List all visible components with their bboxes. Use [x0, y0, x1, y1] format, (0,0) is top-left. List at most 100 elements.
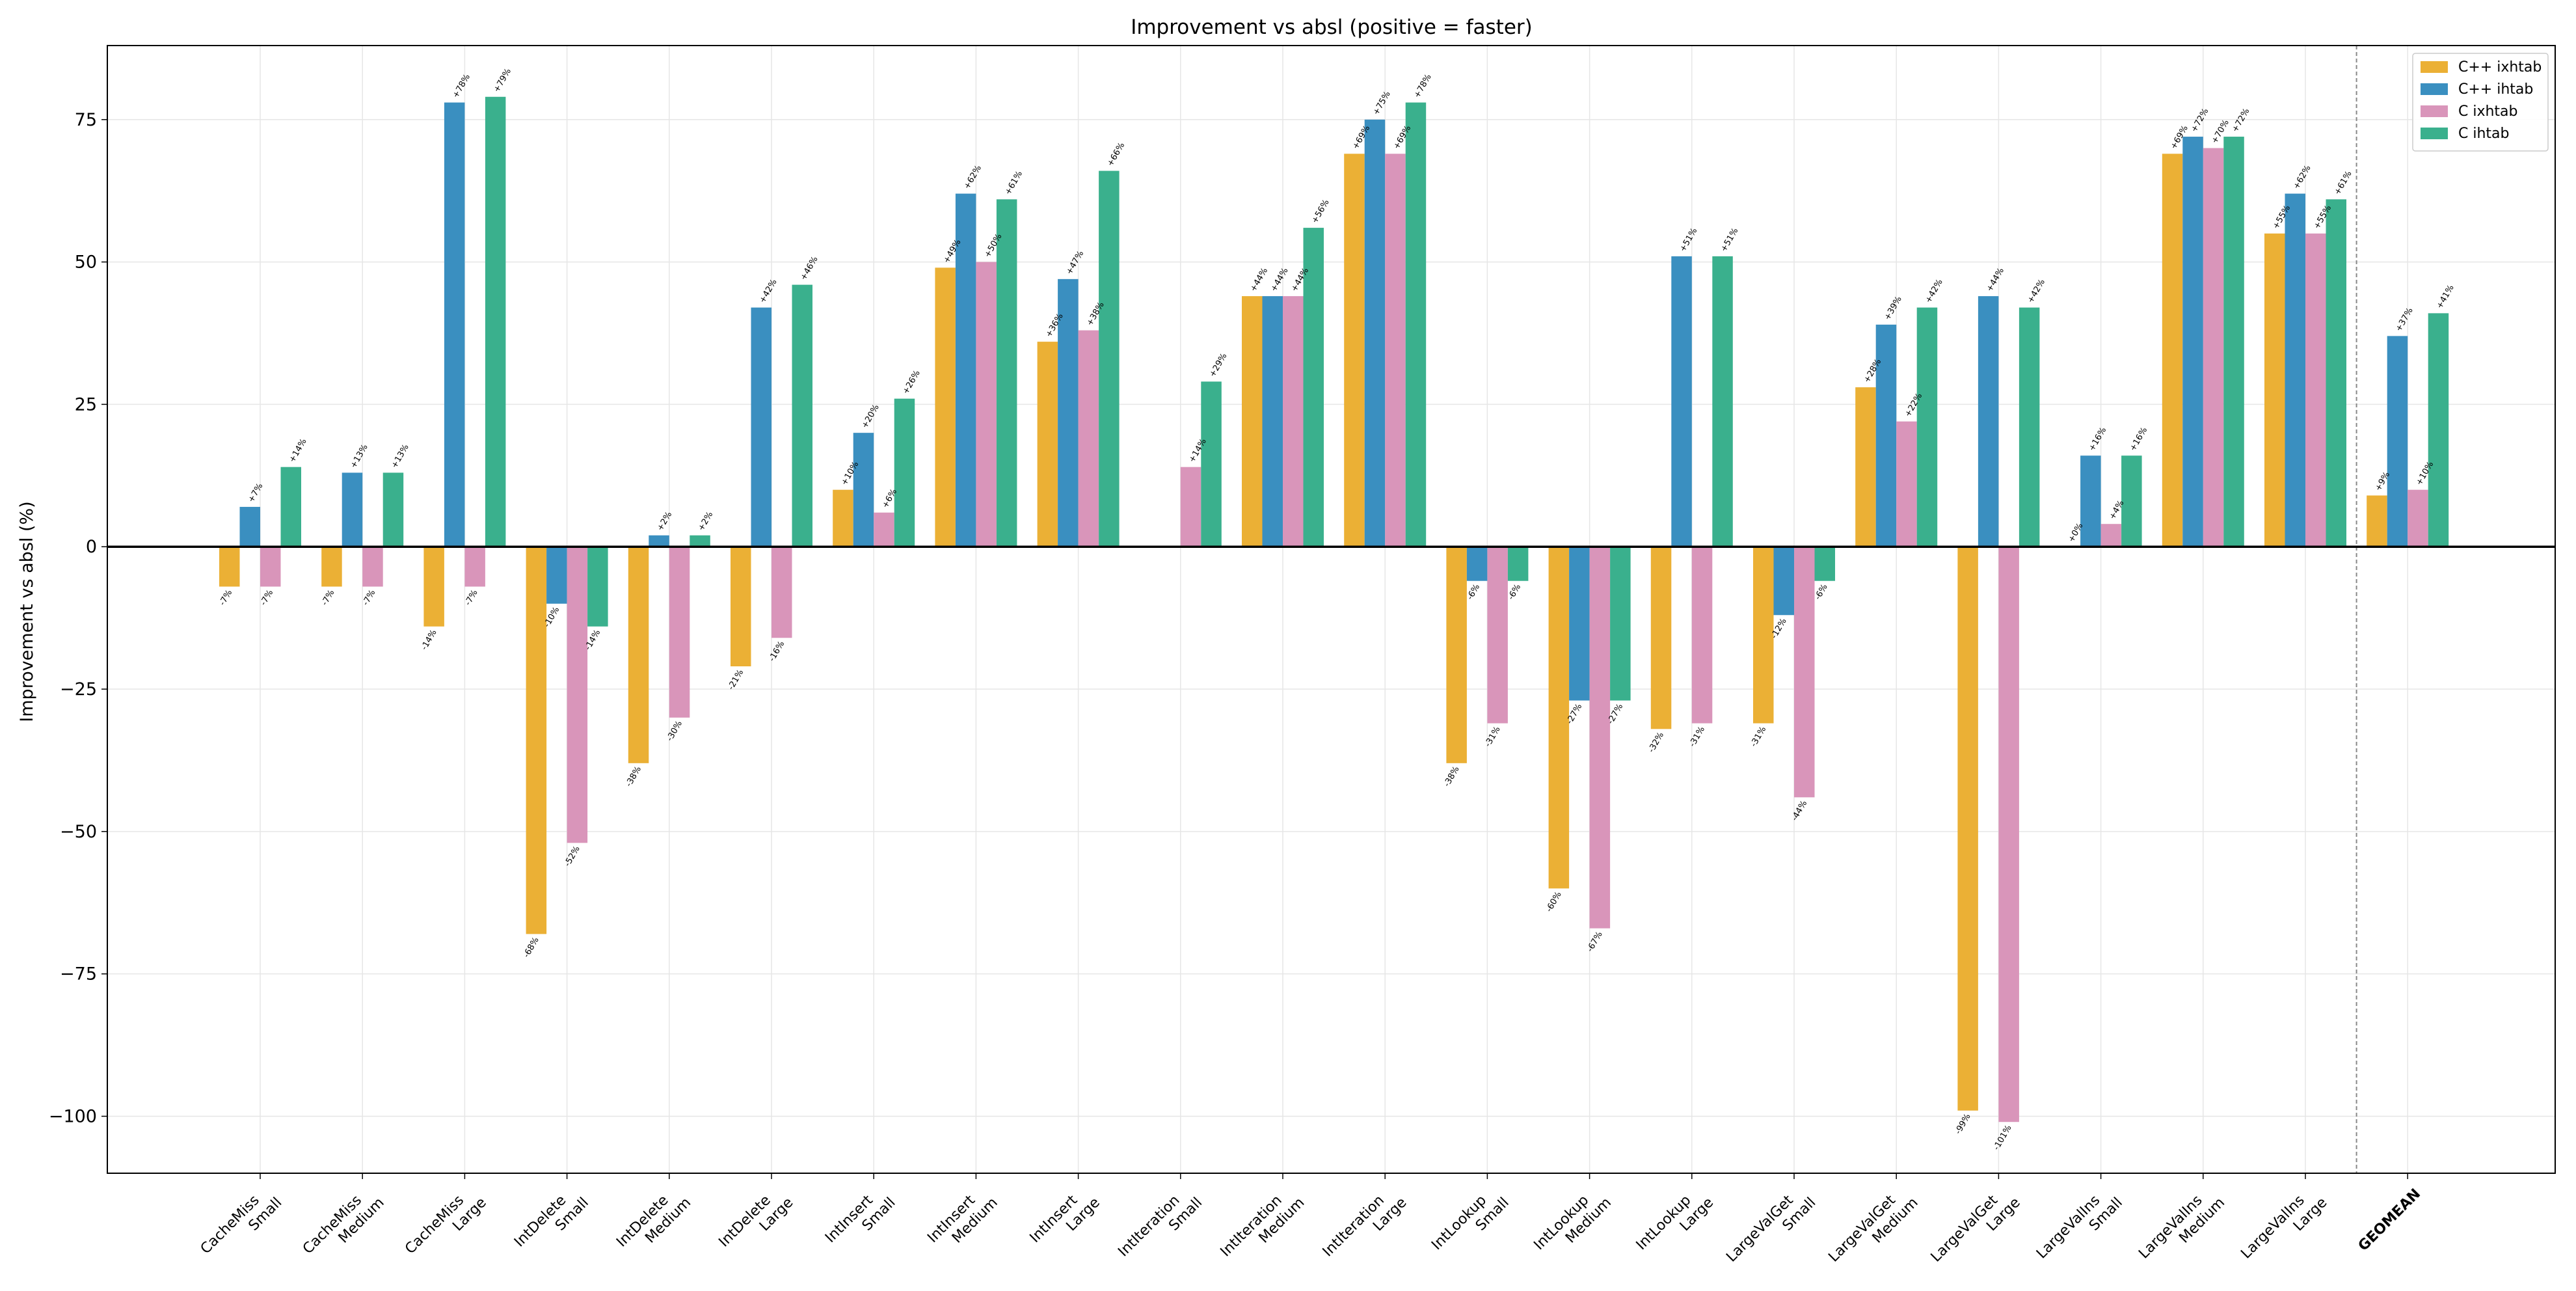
- bar-c-ihtab: [2428, 313, 2449, 547]
- bar-c-ixhtab: [1651, 547, 1672, 729]
- bar-c-ixhtab: [423, 547, 444, 627]
- bar-c-ixhtab: [1344, 154, 1365, 547]
- data-label: +16%: [2087, 426, 2108, 453]
- y-tick-label: −100: [49, 1106, 97, 1126]
- x-tick-label: LargeValInsLarge: [2238, 1182, 2330, 1275]
- data-label: -14%: [420, 628, 439, 652]
- data-label: -67%: [1585, 930, 1605, 954]
- data-label: -52%: [563, 845, 582, 869]
- bar-c-ihtab: [2182, 137, 2203, 547]
- data-label: +14%: [288, 437, 309, 465]
- data-label: -7%: [320, 588, 337, 607]
- data-label: -68%: [522, 936, 541, 960]
- bar-c-ixhtab: [2203, 148, 2224, 547]
- bar-c-ixhtab: [2367, 495, 2387, 547]
- bar-c-ihtab: [383, 472, 404, 547]
- data-label: +42%: [2026, 278, 2047, 305]
- bar-c-ihtab: [792, 285, 813, 547]
- data-label: -6%: [1813, 582, 1830, 601]
- x-tick-label: IntLookupMedium: [1531, 1182, 1615, 1266]
- data-label: -31%: [1687, 725, 1707, 749]
- bar-c-ihtab: [1569, 547, 1590, 700]
- y-tick-label: 75: [75, 110, 97, 130]
- x-tick-label: CacheMissLarge: [402, 1182, 490, 1270]
- legend-swatch: [2421, 105, 2448, 117]
- bar-c-ixhtab: [1957, 547, 1978, 1110]
- bar-c-ixhtab: [1692, 547, 1713, 723]
- bar-c-ixhtab: [935, 267, 956, 547]
- data-label: +20%: [860, 403, 881, 430]
- data-label: +44%: [1269, 266, 1291, 293]
- bar-c-ixhtab: [1038, 342, 1058, 547]
- data-label: -6%: [1506, 582, 1523, 601]
- y-tick-label: −50: [60, 822, 97, 842]
- data-label: +51%: [1678, 226, 1700, 254]
- x-tick-label-line: GEOMEAN: [2355, 1186, 2424, 1254]
- bar-c-ixhtab: [2162, 154, 2183, 547]
- bar-c-ihtab: [1978, 296, 1999, 547]
- data-label: +44%: [1248, 266, 1270, 293]
- bar-c-ihtab: [1365, 120, 1386, 547]
- bar-c-ixhtab: [464, 547, 485, 586]
- bar-c-ihtab: [1774, 547, 1795, 615]
- legend-swatch: [2421, 83, 2448, 95]
- data-label: +72%: [2231, 107, 2252, 134]
- bar-c-ihtab: [2080, 455, 2101, 547]
- y-tick-label: 50: [75, 252, 97, 273]
- x-tick-label: IntInsertLarge: [1027, 1182, 1104, 1259]
- x-tick-label: LargeValGetMedium: [1825, 1182, 1921, 1278]
- legend: C++ ixhtab C++ ihtab C ixhtab C ihtab: [2413, 53, 2548, 151]
- x-tick-label: GEOMEAN: [2355, 1186, 2424, 1254]
- data-label: -38%: [1442, 765, 1462, 789]
- x-tick-label: IntIterationSmall: [1115, 1182, 1205, 1273]
- bar-c-ixhtab: [771, 547, 792, 638]
- legend-label: C++ ihtab: [2458, 81, 2533, 98]
- bar-c-ixhtab: [1855, 387, 1876, 547]
- data-label: +62%: [2292, 164, 2313, 191]
- bar-c-ixhtab: [1385, 154, 1406, 547]
- bar-c-ihtab: [1201, 381, 1222, 547]
- bar-c-ixhtab: [1549, 547, 1570, 888]
- bar-c-ihtab: [1406, 103, 1427, 547]
- x-tick-label: IntDeleteSmall: [511, 1182, 592, 1263]
- bar-c-ihtab: [240, 507, 261, 547]
- data-label: +44%: [1985, 266, 2006, 293]
- x-tick-label: IntDeleteLarge: [716, 1182, 796, 1263]
- data-label: -32%: [1646, 731, 1666, 755]
- bar-c-ihtab: [1099, 171, 1120, 547]
- bar-c-ihtab: [1610, 547, 1631, 700]
- bar-c-ixhtab: [1446, 547, 1467, 763]
- y-tick-label: −25: [60, 679, 97, 700]
- bar-c-ihtab: [1467, 547, 1488, 581]
- x-tick-label: IntInsertMedium: [924, 1182, 1001, 1259]
- y-tick-label: 0: [86, 537, 97, 557]
- data-label: -38%: [624, 765, 643, 789]
- legend-label: C++ ixhtab: [2458, 59, 2542, 75]
- bar-c-ihtab: [1263, 296, 1283, 547]
- data-label: +56%: [1310, 198, 1332, 225]
- bar-c-ihtab: [1876, 325, 1897, 547]
- bar-c-ihtab: [2285, 194, 2306, 547]
- bar-c-ixhtab: [1590, 547, 1611, 928]
- bar-c-ixhtab: [1181, 467, 1201, 547]
- legend-label: C ihtab: [2458, 126, 2509, 142]
- bar-c-ihtab: [2387, 336, 2408, 547]
- data-label: -44%: [1790, 799, 1809, 823]
- bar-c-ihtab: [751, 308, 772, 547]
- bar-c-ixhtab: [1283, 296, 1304, 547]
- bar-c-ixhtab: [1487, 547, 1508, 723]
- data-label: +13%: [349, 442, 370, 470]
- data-label: +7%: [247, 482, 265, 504]
- data-label: +2%: [656, 510, 675, 533]
- data-label: -99%: [1953, 1112, 1973, 1136]
- bar-c-ihtab: [1671, 256, 1692, 547]
- x-tick-label: IntDeleteMedium: [613, 1182, 694, 1263]
- legend-label: C ixhtab: [2458, 103, 2518, 120]
- bar-c-ixhtab: [567, 547, 588, 843]
- bar-c-ihtab: [2019, 308, 2040, 547]
- data-label: +42%: [758, 278, 779, 305]
- bar-c-ihtab: [587, 547, 608, 627]
- bar-c-ihtab: [997, 199, 1017, 547]
